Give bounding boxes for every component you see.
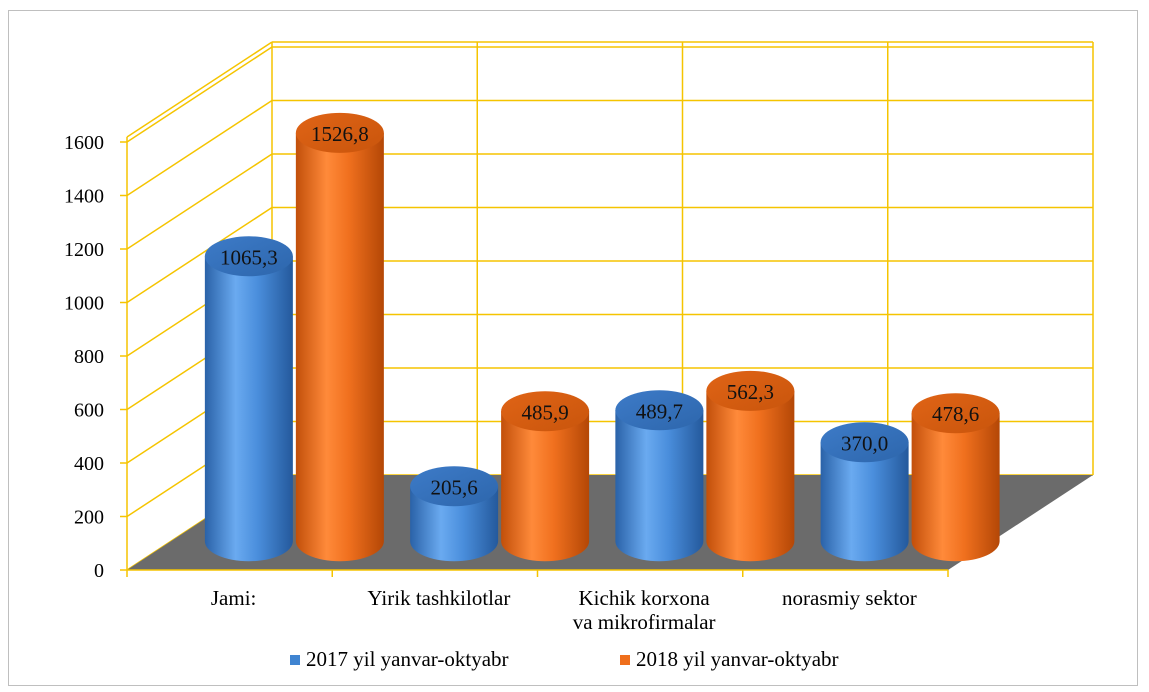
bar-top	[410, 466, 499, 507]
category-label: norasmiy sektor	[782, 586, 917, 610]
bar	[410, 466, 499, 562]
legend-item: 2018 yil yanvar-oktyabr	[620, 647, 839, 671]
data-label: 1065,3	[220, 245, 278, 269]
y-tick-label: 200	[74, 507, 104, 529]
bar-body	[501, 411, 590, 562]
category-label: Kichik korxona va mikrofirmalar	[573, 586, 716, 634]
data-label: 1526,8	[311, 122, 369, 146]
y-tick-label: 0	[94, 560, 104, 582]
bar-body	[911, 413, 1000, 562]
y-tick-label: 800	[74, 346, 104, 368]
data-label: 489,7	[636, 399, 683, 423]
bar-body	[204, 256, 293, 562]
bar-body	[706, 390, 795, 562]
bar	[501, 391, 590, 562]
bar-top	[615, 390, 704, 431]
side-gridline	[126, 99, 273, 197]
bar	[820, 422, 909, 562]
side-gridline	[126, 153, 273, 250]
bar	[706, 370, 795, 562]
legend-label: 2018 yil yanvar-oktyabr	[636, 647, 839, 671]
legend-item: 2017 yil yanvar-oktyabr	[290, 647, 509, 671]
y-tick-label: 1200	[64, 239, 104, 261]
y-axis: 0 200 400 600 800 1000 1200 1400 1600	[64, 132, 128, 582]
bar-top	[706, 370, 795, 411]
bar	[295, 112, 384, 562]
legend: 2017 yil yanvar-oktyabr 2018 yil yanvar-o…	[290, 647, 839, 671]
data-label: 562,3	[727, 380, 774, 404]
legend-swatch	[290, 655, 300, 665]
x-axis: Jami: Yirik tashkilotlar Kichik korxona va …	[211, 586, 917, 634]
bar	[911, 393, 1000, 562]
y-tick-label: 1000	[64, 293, 104, 315]
data-labels: 1065,3 1526,8 205,6 485,9 489,7 562,3 370,0 478…	[220, 122, 979, 499]
bar-top	[204, 236, 293, 277]
data-label: 205,6	[430, 475, 477, 499]
y-tick-label: 600	[74, 400, 104, 422]
y-tick-label: 1400	[64, 186, 104, 208]
bars	[204, 112, 1000, 562]
data-label: 478,6	[932, 402, 979, 426]
bar-body	[615, 410, 704, 562]
legend-swatch	[620, 655, 630, 665]
bar-top	[820, 422, 909, 463]
bar-top	[501, 391, 590, 432]
data-label: 485,9	[521, 400, 568, 424]
bar	[615, 390, 704, 562]
chart-frame	[8, 10, 1138, 686]
category-label: Yirik tashkilotlar	[367, 586, 510, 610]
bar-top	[911, 393, 1000, 434]
y-tick-label: 400	[74, 453, 104, 475]
side-top-line	[126, 41, 273, 138]
bar	[204, 236, 293, 562]
data-label: 370,0	[841, 431, 888, 455]
side-gridline	[126, 46, 273, 143]
side-gridline	[126, 206, 273, 304]
category-label: Jami:	[211, 586, 257, 610]
y-tick-label: 1600	[64, 132, 104, 154]
bar-body	[820, 442, 909, 562]
bar-top	[295, 112, 384, 153]
legend-label: 2017 yil yanvar-oktyabr	[306, 647, 509, 671]
bar-body	[295, 132, 384, 562]
bar-body	[410, 486, 499, 562]
